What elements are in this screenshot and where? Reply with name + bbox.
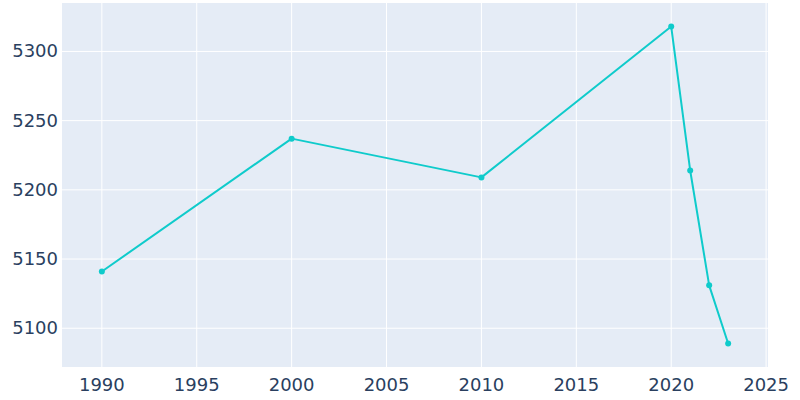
x-tick-label: 2005 — [364, 374, 410, 395]
y-grid-line — [62, 259, 768, 260]
x-tick-label: 2010 — [459, 374, 505, 395]
y-tick-label: 5300 — [12, 40, 58, 61]
x-tick-label: 2015 — [553, 374, 599, 395]
x-tick-label: 1995 — [174, 374, 220, 395]
line — [102, 27, 728, 344]
x-grid-line — [386, 3, 387, 367]
plot-frame — [62, 3, 768, 367]
x-grid-line — [291, 3, 292, 367]
x-grid-line — [766, 3, 767, 367]
marker — [478, 174, 484, 180]
marker — [668, 24, 674, 30]
x-grid-line — [576, 3, 577, 367]
x-grid-line — [196, 3, 197, 367]
y-grid-line — [62, 189, 768, 190]
x-tick-label: 2020 — [648, 374, 694, 395]
y-tick-label: 5200 — [12, 179, 58, 200]
y-tick-label: 5150 — [12, 248, 58, 269]
y-tick-label: 5250 — [12, 110, 58, 131]
x-tick-label: 2000 — [269, 374, 315, 395]
y-grid-line — [62, 51, 768, 52]
marker — [289, 136, 295, 142]
marker — [725, 340, 731, 346]
y-grid-line — [62, 120, 768, 121]
x-grid-line — [101, 3, 102, 367]
chart: 1990 1995 2000 2005 2010 2015 2020 2025 5100 5150… — [0, 0, 800, 400]
marker — [706, 282, 712, 288]
x-tick-label: 2025 — [743, 374, 789, 395]
x-grid-line — [671, 3, 672, 367]
grid — [62, 3, 768, 367]
y-tick-label: 5100 — [12, 317, 58, 338]
y-grid-line — [62, 328, 768, 329]
x-grid-line — [481, 3, 482, 367]
marker — [687, 167, 693, 173]
data-layer — [99, 24, 731, 347]
marker — [99, 269, 105, 275]
x-tick-label: 1990 — [79, 374, 125, 395]
